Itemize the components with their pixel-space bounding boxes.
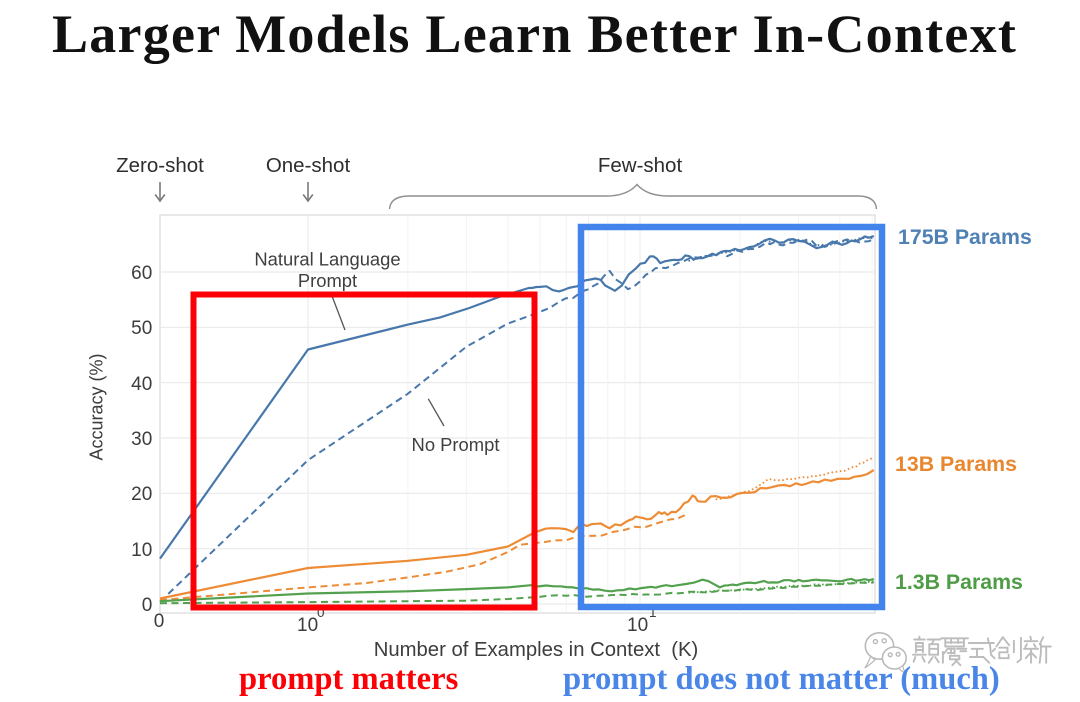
svg-text:175B Params: 175B Params xyxy=(898,225,1032,249)
svg-text:Few-shot: Few-shot xyxy=(598,154,683,177)
svg-text:0: 0 xyxy=(154,611,165,632)
svg-text:10: 10 xyxy=(627,615,648,636)
svg-text:60: 60 xyxy=(131,263,152,284)
svg-text:No Prompt: No Prompt xyxy=(412,434,500,455)
svg-text:30: 30 xyxy=(131,429,152,450)
svg-text:1.3B Params: 1.3B Params xyxy=(895,570,1023,594)
svg-text:Number of Examples in Context: Number of Examples in Context (K) xyxy=(374,639,699,661)
svg-text:Prompt: Prompt xyxy=(298,270,357,291)
svg-text:10: 10 xyxy=(131,540,152,561)
svg-text:Zero-shot: Zero-shot xyxy=(116,154,204,177)
svg-text:Accuracy (%): Accuracy (%) xyxy=(87,353,107,460)
svg-text:13B Params: 13B Params xyxy=(895,452,1017,476)
svg-text:10: 10 xyxy=(297,615,318,636)
svg-text:20: 20 xyxy=(131,484,152,505)
svg-text:0: 0 xyxy=(317,605,325,620)
svg-text:One-shot: One-shot xyxy=(266,154,351,177)
svg-text:Natural Language: Natural Language xyxy=(254,249,400,270)
svg-text:40: 40 xyxy=(131,374,152,395)
svg-text:0: 0 xyxy=(142,595,153,616)
svg-text:1: 1 xyxy=(649,605,657,620)
svg-text:50: 50 xyxy=(131,318,152,339)
